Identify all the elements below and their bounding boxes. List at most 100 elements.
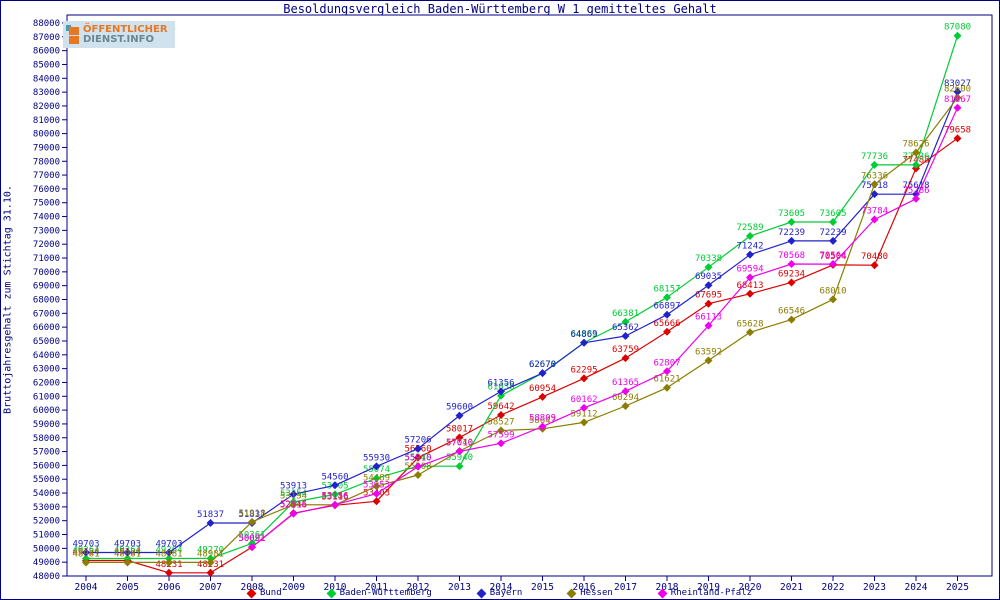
data-point xyxy=(165,548,173,557)
data-point xyxy=(704,356,713,365)
y-tick-label: 76000 xyxy=(33,185,60,195)
x-tick-label: 2016 xyxy=(573,582,596,593)
value-label: 69594 xyxy=(736,264,763,274)
data-point xyxy=(870,215,879,224)
data-point xyxy=(289,509,298,518)
value-label: 69035 xyxy=(695,272,722,282)
value-label: 87080 xyxy=(944,23,971,33)
value-label: 75286 xyxy=(902,186,929,196)
value-label: 78626 xyxy=(902,140,929,150)
data-point xyxy=(704,299,713,308)
data-point xyxy=(248,543,256,552)
value-label: 63759 xyxy=(612,345,639,355)
data-point xyxy=(372,482,381,491)
chart-legend: Bund Baden-Württemberg Bayern Hessen Rheinla… xyxy=(1,588,999,598)
y-tick-label: 63000 xyxy=(33,365,60,375)
value-label: 57040 xyxy=(446,438,473,448)
chart-title: Besoldungsvergleich Baden-Württemberg W … xyxy=(283,2,717,16)
value-label: 58017 xyxy=(446,425,473,435)
value-label: 64883 xyxy=(570,330,597,340)
y-tick-label: 82000 xyxy=(33,102,60,112)
oeffentlicher-dienst-logo[interactable]: ÖFFENTLICHER DIENST.INFO xyxy=(63,21,175,48)
value-label: 68413 xyxy=(736,281,763,291)
x-tick-label: 2014 xyxy=(490,582,513,593)
y-tick-label: 59000 xyxy=(33,420,60,430)
y-tick-label: 52000 xyxy=(33,517,60,527)
y-tick-label: 67000 xyxy=(33,309,60,319)
y-tick-label: 64000 xyxy=(33,351,60,361)
y-tick-label: 86000 xyxy=(33,47,60,57)
x-tick-label: 2021 xyxy=(780,582,803,593)
y-tick-label: 54000 xyxy=(33,489,60,499)
value-label: 73605 xyxy=(778,209,805,219)
value-label: 66897 xyxy=(653,302,680,312)
y-tick-label: 88000 xyxy=(33,19,60,29)
plot-frame xyxy=(66,14,993,577)
data-point xyxy=(663,327,671,336)
value-label: 66113 xyxy=(695,313,722,323)
x-tick-label: 2018 xyxy=(656,582,679,593)
y-tick-label: 68000 xyxy=(33,296,60,306)
y-tick-label: 80000 xyxy=(33,130,60,140)
value-label: 65362 xyxy=(612,323,639,333)
data-point xyxy=(621,331,630,340)
x-tick-label: 2009 xyxy=(282,582,305,593)
data-point xyxy=(953,93,962,102)
data-point xyxy=(746,232,754,241)
y-tick-label: 87000 xyxy=(33,33,60,43)
data-point xyxy=(414,470,422,479)
y-tick-label: 60000 xyxy=(33,406,60,416)
y-tick-label: 70000 xyxy=(33,268,60,278)
logo-blocks-icon xyxy=(66,24,80,45)
data-point xyxy=(580,403,588,412)
legend-item-rheinland-pfalz: Rheinland-Pfalz xyxy=(657,588,752,598)
x-tick-label: 2011 xyxy=(365,582,388,593)
value-label: 73784 xyxy=(861,207,888,217)
series-bayern: 49703 49703 49703 51837 51837 53913 54560 55930… xyxy=(72,79,971,557)
value-label: 53154 xyxy=(280,492,307,502)
y-tick-label: 65000 xyxy=(33,337,60,347)
data-point xyxy=(331,500,339,509)
y-tick-label: 84000 xyxy=(33,74,60,84)
value-label: 51837 xyxy=(197,510,224,520)
series-line xyxy=(86,35,959,560)
value-label: 82600 xyxy=(944,85,971,95)
x-tick-label: 2020 xyxy=(739,582,762,593)
y-tick-label: 79000 xyxy=(33,143,60,153)
value-label: 58809 xyxy=(529,414,556,424)
y-tick-label: 71000 xyxy=(33,254,60,264)
value-label: 49703 xyxy=(114,539,141,549)
data-point xyxy=(455,447,464,456)
value-label: 57206 xyxy=(404,436,431,446)
data-point xyxy=(787,315,796,324)
data-point xyxy=(746,273,754,282)
y-tick-label: 62000 xyxy=(33,378,60,388)
data-point xyxy=(289,490,298,499)
logo-line2: DIENST.INFO xyxy=(83,33,154,45)
value-label: 57010 xyxy=(446,438,473,448)
series-line xyxy=(86,137,958,574)
data-point xyxy=(704,321,713,330)
legend-marker-icon xyxy=(476,588,487,598)
data-point xyxy=(787,259,796,268)
data-point xyxy=(455,433,464,442)
legend-marker-icon xyxy=(326,588,337,598)
data-point xyxy=(663,310,671,319)
legend-marker-icon xyxy=(246,588,257,598)
data-point xyxy=(331,490,339,499)
value-label: 59642 xyxy=(487,402,514,412)
x-tick-label: 2010 xyxy=(324,582,347,593)
data-point xyxy=(206,568,215,577)
value-label: 59112 xyxy=(570,409,597,419)
value-label: 59600 xyxy=(446,403,473,413)
y-tick-label: 72000 xyxy=(33,240,60,250)
y-tick-label: 58000 xyxy=(33,434,60,444)
legend-marker-icon xyxy=(657,588,668,598)
data-point xyxy=(497,426,505,435)
value-label: 63592 xyxy=(695,347,722,357)
value-label: 64869 xyxy=(570,330,597,340)
data-point xyxy=(953,31,962,40)
data-point xyxy=(829,236,837,245)
data-point xyxy=(870,160,879,169)
y-tick-label: 53000 xyxy=(33,503,60,513)
